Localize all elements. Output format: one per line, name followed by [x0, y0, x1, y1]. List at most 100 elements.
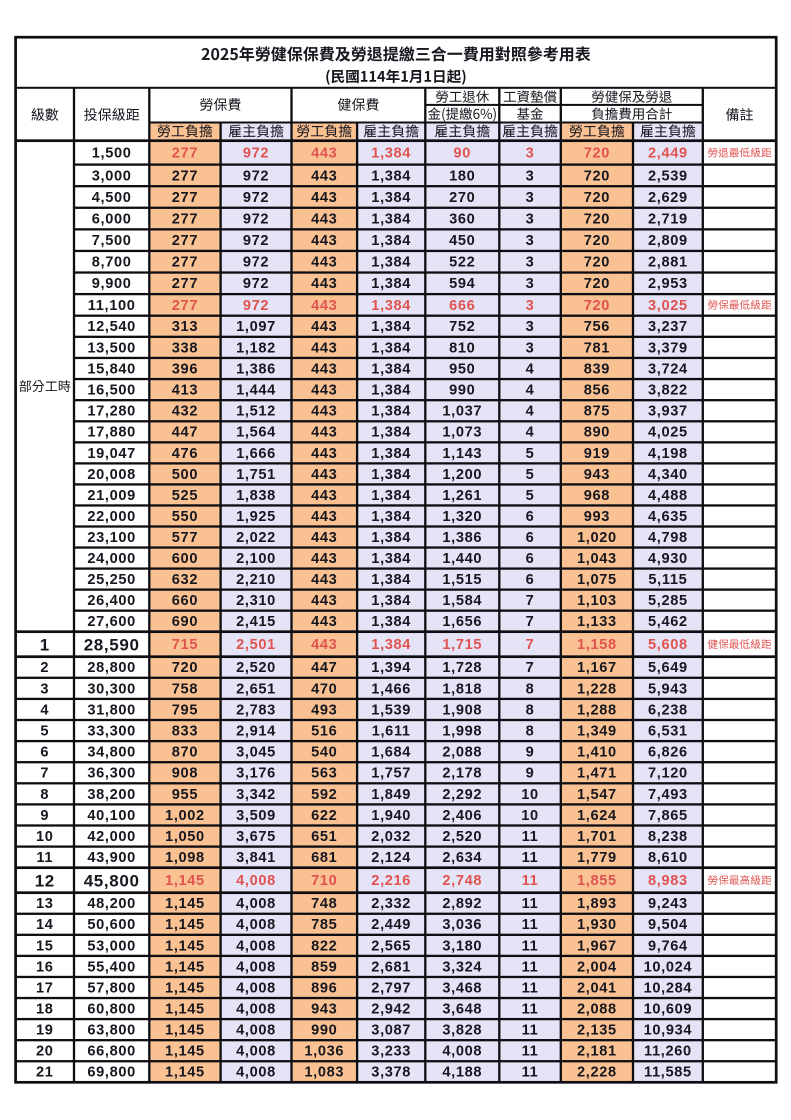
- svg-text:1,073: 1,073: [442, 425, 482, 441]
- svg-text:4,198: 4,198: [648, 446, 688, 462]
- svg-text:3: 3: [526, 190, 535, 206]
- svg-text:11: 11: [36, 850, 53, 866]
- svg-text:3,379: 3,379: [648, 340, 688, 356]
- svg-text:1,384: 1,384: [371, 593, 411, 609]
- svg-text:1,050: 1,050: [165, 829, 205, 845]
- svg-text:1,384: 1,384: [371, 509, 411, 525]
- svg-text:6,826: 6,826: [648, 745, 688, 761]
- svg-text:8: 8: [526, 723, 535, 739]
- svg-text:277: 277: [172, 211, 198, 227]
- svg-text:666: 666: [449, 298, 475, 314]
- svg-text:1,384: 1,384: [371, 190, 411, 206]
- svg-text:443: 443: [311, 383, 337, 399]
- svg-text:1,849: 1,849: [371, 787, 411, 803]
- svg-text:3,937: 3,937: [648, 404, 688, 420]
- svg-text:5: 5: [40, 723, 49, 739]
- svg-text:11: 11: [522, 980, 539, 996]
- svg-text:3: 3: [526, 319, 535, 335]
- svg-text:972: 972: [243, 211, 269, 227]
- svg-text:25,250: 25,250: [87, 572, 136, 588]
- svg-text:11: 11: [522, 917, 539, 933]
- svg-text:443: 443: [311, 614, 337, 630]
- svg-text:1,384: 1,384: [371, 551, 411, 567]
- svg-text:525: 525: [172, 488, 198, 504]
- svg-text:17: 17: [36, 980, 54, 996]
- svg-text:3,342: 3,342: [236, 787, 276, 803]
- svg-text:55,400: 55,400: [87, 959, 136, 975]
- svg-text:18: 18: [36, 1001, 54, 1017]
- svg-text:1: 1: [40, 635, 50, 654]
- svg-text:20,008: 20,008: [87, 467, 136, 483]
- svg-text:1,855: 1,855: [577, 873, 617, 889]
- svg-text:1,384: 1,384: [371, 211, 411, 227]
- svg-text:450: 450: [449, 233, 475, 249]
- svg-text:443: 443: [311, 168, 337, 184]
- svg-text:443: 443: [311, 509, 337, 525]
- svg-text:4,008: 4,008: [236, 959, 276, 975]
- svg-text:1,611: 1,611: [372, 723, 411, 739]
- svg-text:7,865: 7,865: [648, 808, 688, 824]
- svg-text:2,520: 2,520: [442, 829, 482, 845]
- svg-text:2,032: 2,032: [371, 829, 411, 845]
- svg-text:443: 443: [311, 146, 337, 162]
- svg-text:896: 896: [311, 980, 337, 996]
- svg-text:3,233: 3,233: [371, 1044, 411, 1060]
- svg-text:1,384: 1,384: [371, 255, 411, 271]
- svg-text:27,600: 27,600: [87, 614, 136, 630]
- svg-text:1,779: 1,779: [577, 850, 617, 866]
- svg-text:6: 6: [526, 530, 535, 546]
- svg-text:10,934: 10,934: [644, 1023, 693, 1039]
- svg-text:36,300: 36,300: [87, 766, 136, 782]
- svg-text:919: 919: [584, 446, 610, 462]
- svg-text:3,724: 3,724: [648, 361, 688, 377]
- svg-text:5,649: 5,649: [648, 660, 688, 676]
- svg-text:2,449: 2,449: [648, 146, 688, 162]
- svg-text:600: 600: [172, 551, 198, 567]
- svg-text:24,000: 24,000: [87, 551, 136, 567]
- svg-text:11,260: 11,260: [644, 1044, 692, 1060]
- svg-text:1,624: 1,624: [577, 808, 617, 824]
- svg-text:277: 277: [172, 276, 198, 292]
- svg-text:493: 493: [311, 702, 337, 718]
- svg-text:1,145: 1,145: [165, 959, 205, 975]
- svg-text:2,942: 2,942: [371, 1001, 411, 1017]
- svg-text:2,809: 2,809: [648, 233, 688, 249]
- svg-text:2,539: 2,539: [648, 168, 688, 184]
- svg-text:1,394: 1,394: [371, 660, 411, 676]
- svg-text:11,585: 11,585: [644, 1065, 692, 1081]
- svg-text:1,103: 1,103: [577, 593, 617, 609]
- svg-text:972: 972: [243, 146, 269, 162]
- svg-text:2,088: 2,088: [442, 745, 482, 761]
- svg-text:60,800: 60,800: [87, 1001, 136, 1017]
- svg-text:443: 443: [311, 298, 337, 314]
- svg-text:1,940: 1,940: [371, 808, 411, 824]
- svg-text:5: 5: [526, 446, 535, 462]
- svg-text:1,656: 1,656: [442, 614, 482, 630]
- svg-text:1,145: 1,145: [165, 1023, 205, 1039]
- svg-text:4,008: 4,008: [236, 896, 276, 912]
- svg-text:443: 443: [311, 530, 337, 546]
- svg-text:17,880: 17,880: [87, 425, 136, 441]
- svg-text:651: 651: [311, 829, 337, 845]
- svg-text:313: 313: [172, 319, 198, 335]
- svg-text:7,493: 7,493: [648, 787, 688, 803]
- svg-text:1,145: 1,145: [165, 917, 205, 933]
- svg-text:10: 10: [521, 808, 539, 824]
- svg-text:972: 972: [243, 255, 269, 271]
- svg-text:1,133: 1,133: [577, 614, 617, 630]
- svg-text:7: 7: [526, 593, 535, 609]
- svg-text:632: 632: [172, 572, 198, 588]
- svg-text:1,384: 1,384: [371, 446, 411, 462]
- svg-text:1,384: 1,384: [371, 146, 411, 162]
- svg-text:8: 8: [526, 681, 535, 697]
- svg-text:4,008: 4,008: [236, 873, 276, 889]
- svg-text:7,120: 7,120: [648, 766, 688, 782]
- svg-text:447: 447: [172, 425, 198, 441]
- svg-text:10: 10: [36, 829, 54, 845]
- svg-text:1,036: 1,036: [304, 1044, 344, 1060]
- svg-text:870: 870: [172, 745, 198, 761]
- svg-text:1,384: 1,384: [371, 572, 411, 588]
- svg-text:2,181: 2,181: [577, 1044, 617, 1060]
- svg-text:4,008: 4,008: [442, 1044, 482, 1060]
- svg-text:3: 3: [526, 146, 535, 162]
